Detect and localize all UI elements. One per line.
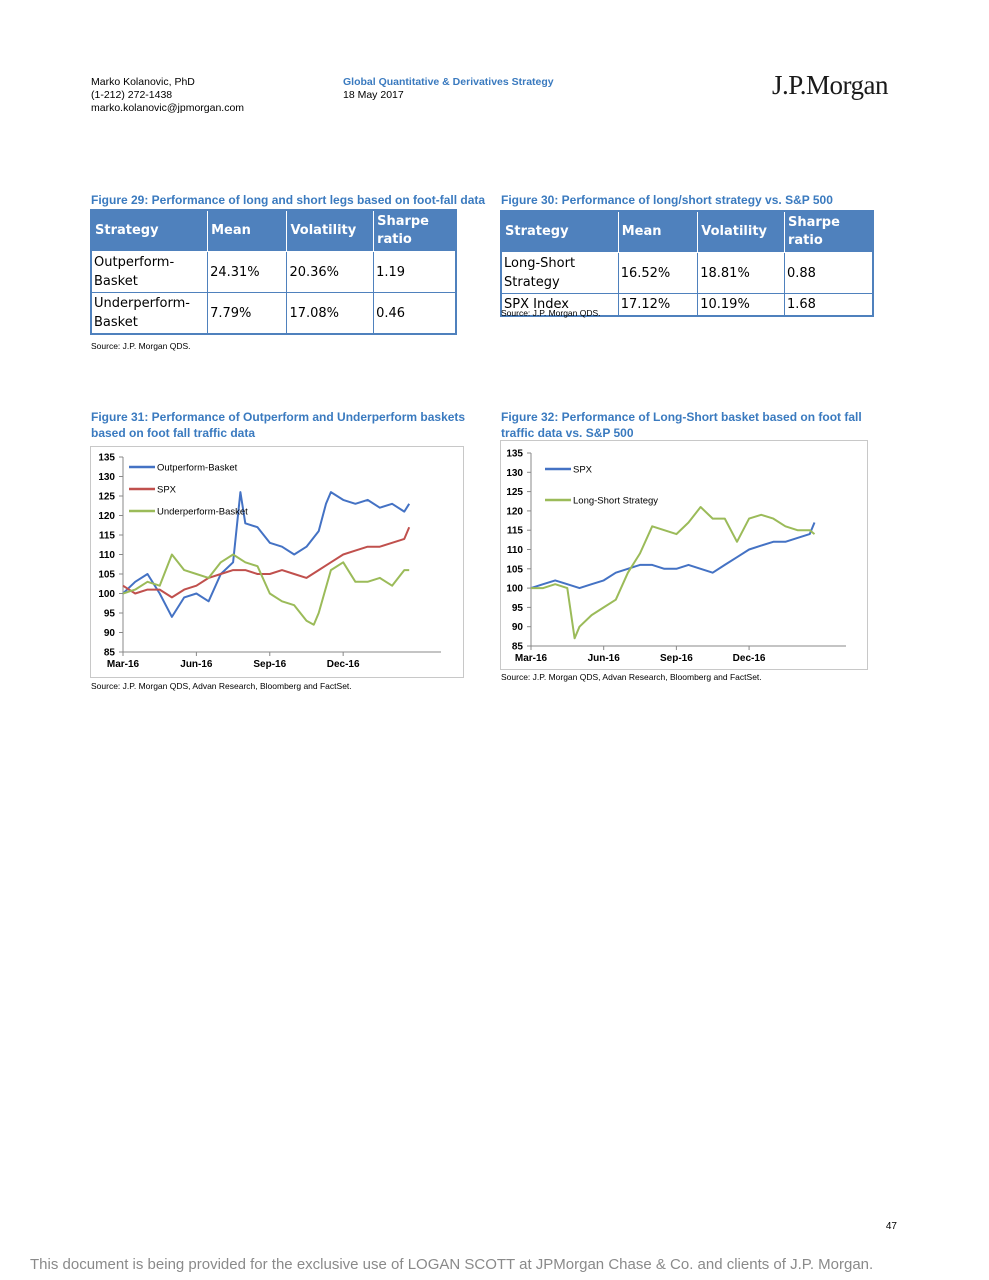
fig32-title-line2: traffic data vs. S&P 500 (501, 426, 634, 440)
author-email[interactable]: marko.kolanovic@jpmorgan.com (91, 102, 245, 114)
fig31-source: Source: J.P. Morgan QDS, Advan Research,… (91, 681, 352, 691)
header-cell: Strategy (90, 209, 209, 252)
series-line-spx (122, 526, 411, 599)
x-tick-label: Dec-16 (733, 653, 766, 664)
table-cell: 18.81% (697, 252, 785, 294)
header-cell: Volatility (697, 210, 785, 253)
y-tick-label: 95 (512, 603, 524, 614)
header-cell: Sharpe ratio (373, 209, 457, 252)
table-cell: Outperform-Basket (90, 251, 209, 293)
table-row: Long-Short Strategy 16.52% 18.81% 0.88 (500, 252, 874, 294)
header-cell: Strategy (500, 210, 619, 253)
y-tick-label: 100 (98, 589, 115, 600)
table-cell: 7.79% (207, 292, 288, 335)
legend-label: Outperform-Basket (157, 463, 238, 474)
fig32-title-line1: Figure 32: Performance of Long-Short bas… (501, 410, 862, 424)
legend-label: Long-Short Strategy (573, 496, 658, 507)
page-number: 47 (885, 1221, 897, 1232)
x-tick-label: Sep-16 (660, 653, 693, 664)
fig31-chart-frame: 85 90 95 100 105 110 115 120 125 130 135 Mar-16 Jun-… (90, 446, 464, 678)
table-cell: Underperform-Basket (90, 292, 209, 335)
x-tick-label: Mar-16 (107, 659, 140, 670)
y-tick-label: 115 (507, 526, 524, 537)
fig30-table: Strategy Mean Volatility Sharpe ratio Lo… (500, 210, 874, 317)
fig31-title-line2: based on foot fall traffic data (91, 426, 256, 440)
x-tick-label: Jun-16 (180, 659, 213, 670)
y-tick-label: 110 (99, 550, 116, 561)
header-cell: Sharpe ratio (783, 210, 874, 253)
fig29-table: Strategy Mean Volatility Sharpe ratio Ou… (90, 209, 457, 335)
table-cell: SPX Index (500, 293, 619, 317)
y-tick-label: 125 (506, 487, 523, 498)
table-row: Underperform-Basket 7.79% 17.08% 0.46 (90, 292, 457, 335)
table-cell: 20.36% (286, 251, 375, 293)
fig32-source: Source: J.P. Morgan QDS, Advan Research,… (501, 672, 762, 682)
y-tick-label: 95 (104, 609, 116, 620)
author-name: Marko Kolanovic, PhD (91, 76, 195, 88)
y-tick-label: 125 (98, 492, 115, 503)
fig32-chart: 85 90 95 100 105 110 115 120 125 130 135 Mar-16 Jun-… (506, 449, 846, 664)
y-tick-label: 90 (512, 622, 524, 633)
table-cell: 24.31% (207, 251, 288, 293)
report-date: 18 May 2017 (343, 89, 404, 101)
y-tick-label: 120 (506, 506, 523, 517)
header-cell: Mean (617, 210, 699, 253)
legend-label: Underperform-Basket (157, 507, 248, 518)
series-line-underperform-basket (122, 553, 410, 626)
y-tick-label: 85 (512, 642, 524, 653)
y-tick-label: 120 (98, 511, 115, 522)
series-line-outperform-basket (122, 491, 411, 618)
y-tick-label: 110 (507, 545, 524, 556)
x-tick-label: Jun-16 (588, 653, 621, 664)
table-cell: 10.19% (697, 293, 785, 317)
report-info: Global Quantitative & Derivatives Strate… (343, 76, 554, 102)
header-cell: Volatility (286, 209, 375, 252)
strategy-name: Global Quantitative & Derivatives Strate… (343, 76, 554, 88)
y-tick-label: 85 (104, 648, 116, 659)
y-tick-label: 90 (104, 628, 116, 639)
table-cell: Long-Short Strategy (500, 252, 619, 294)
y-tick-label: 105 (506, 564, 523, 575)
jpmorgan-logo: J.P.Morgan (772, 70, 889, 100)
table-header-row: Strategy Mean Volatility Sharpe ratio (500, 210, 874, 253)
table-cell: 17.12% (617, 293, 699, 317)
fig31-title-line1: Figure 31: Performance of Outperform and… (91, 410, 466, 424)
fig29-title: Figure 29: Performance of long and short… (91, 193, 486, 207)
author-block: Marko Kolanovic, PhD (1-212) 272-1438 ma… (91, 76, 244, 115)
usage-notice: This document is being provided for the … (30, 1256, 874, 1273)
fig31-title: Figure 31: Performance of Outperform and… (91, 409, 465, 441)
table-header-row: Strategy Mean Volatility Sharpe ratio (90, 209, 457, 252)
y-tick-label: 135 (98, 453, 115, 464)
header-cell: Mean (207, 209, 288, 252)
legend-label: SPX (573, 465, 593, 476)
author-phone: (1-212) 272-1438 (91, 89, 173, 101)
table-row: Outperform-Basket 24.31% 20.36% 1.19 (90, 251, 457, 293)
y-tick-label: 135 (506, 449, 523, 460)
table-cell: 16.52% (617, 252, 699, 294)
fig32-chart-frame: 85 90 95 100 105 110 115 120 125 130 135 Mar-16 Jun-… (500, 440, 868, 670)
y-tick-label: 100 (506, 584, 523, 595)
legend-label: SPX (157, 485, 177, 496)
x-tick-label: Sep-16 (253, 659, 286, 670)
fig32-title: Figure 32: Performance of Long-Short bas… (501, 409, 862, 441)
table-cell: 1.68 (783, 293, 874, 317)
fig31-chart: 85 90 95 100 105 110 115 120 125 130 135 Mar-16 Jun-… (98, 453, 441, 670)
y-tick-label: 130 (506, 468, 523, 479)
y-tick-label: 105 (98, 570, 115, 581)
fig30-source: Source: J.P. Morgan QDS. (501, 308, 601, 318)
x-tick-label: Mar-16 (515, 653, 548, 664)
y-tick-label: 115 (99, 531, 116, 542)
table-row: SPX Index 17.12% 10.19% 1.68 (500, 293, 874, 317)
series-line-long-short-strategy (531, 506, 816, 640)
series-line-spx (530, 522, 816, 590)
y-tick-label: 130 (98, 472, 115, 483)
fig29-source: Source: J.P. Morgan QDS. (91, 341, 191, 351)
table-cell: 0.46 (373, 292, 457, 335)
table-cell: 1.19 (373, 251, 457, 293)
table-cell: 17.08% (286, 292, 375, 335)
fig30-title: Figure 30: Performance of long/short str… (501, 193, 833, 207)
x-tick-label: Dec-16 (327, 659, 360, 670)
table-cell: 0.88 (783, 252, 874, 294)
